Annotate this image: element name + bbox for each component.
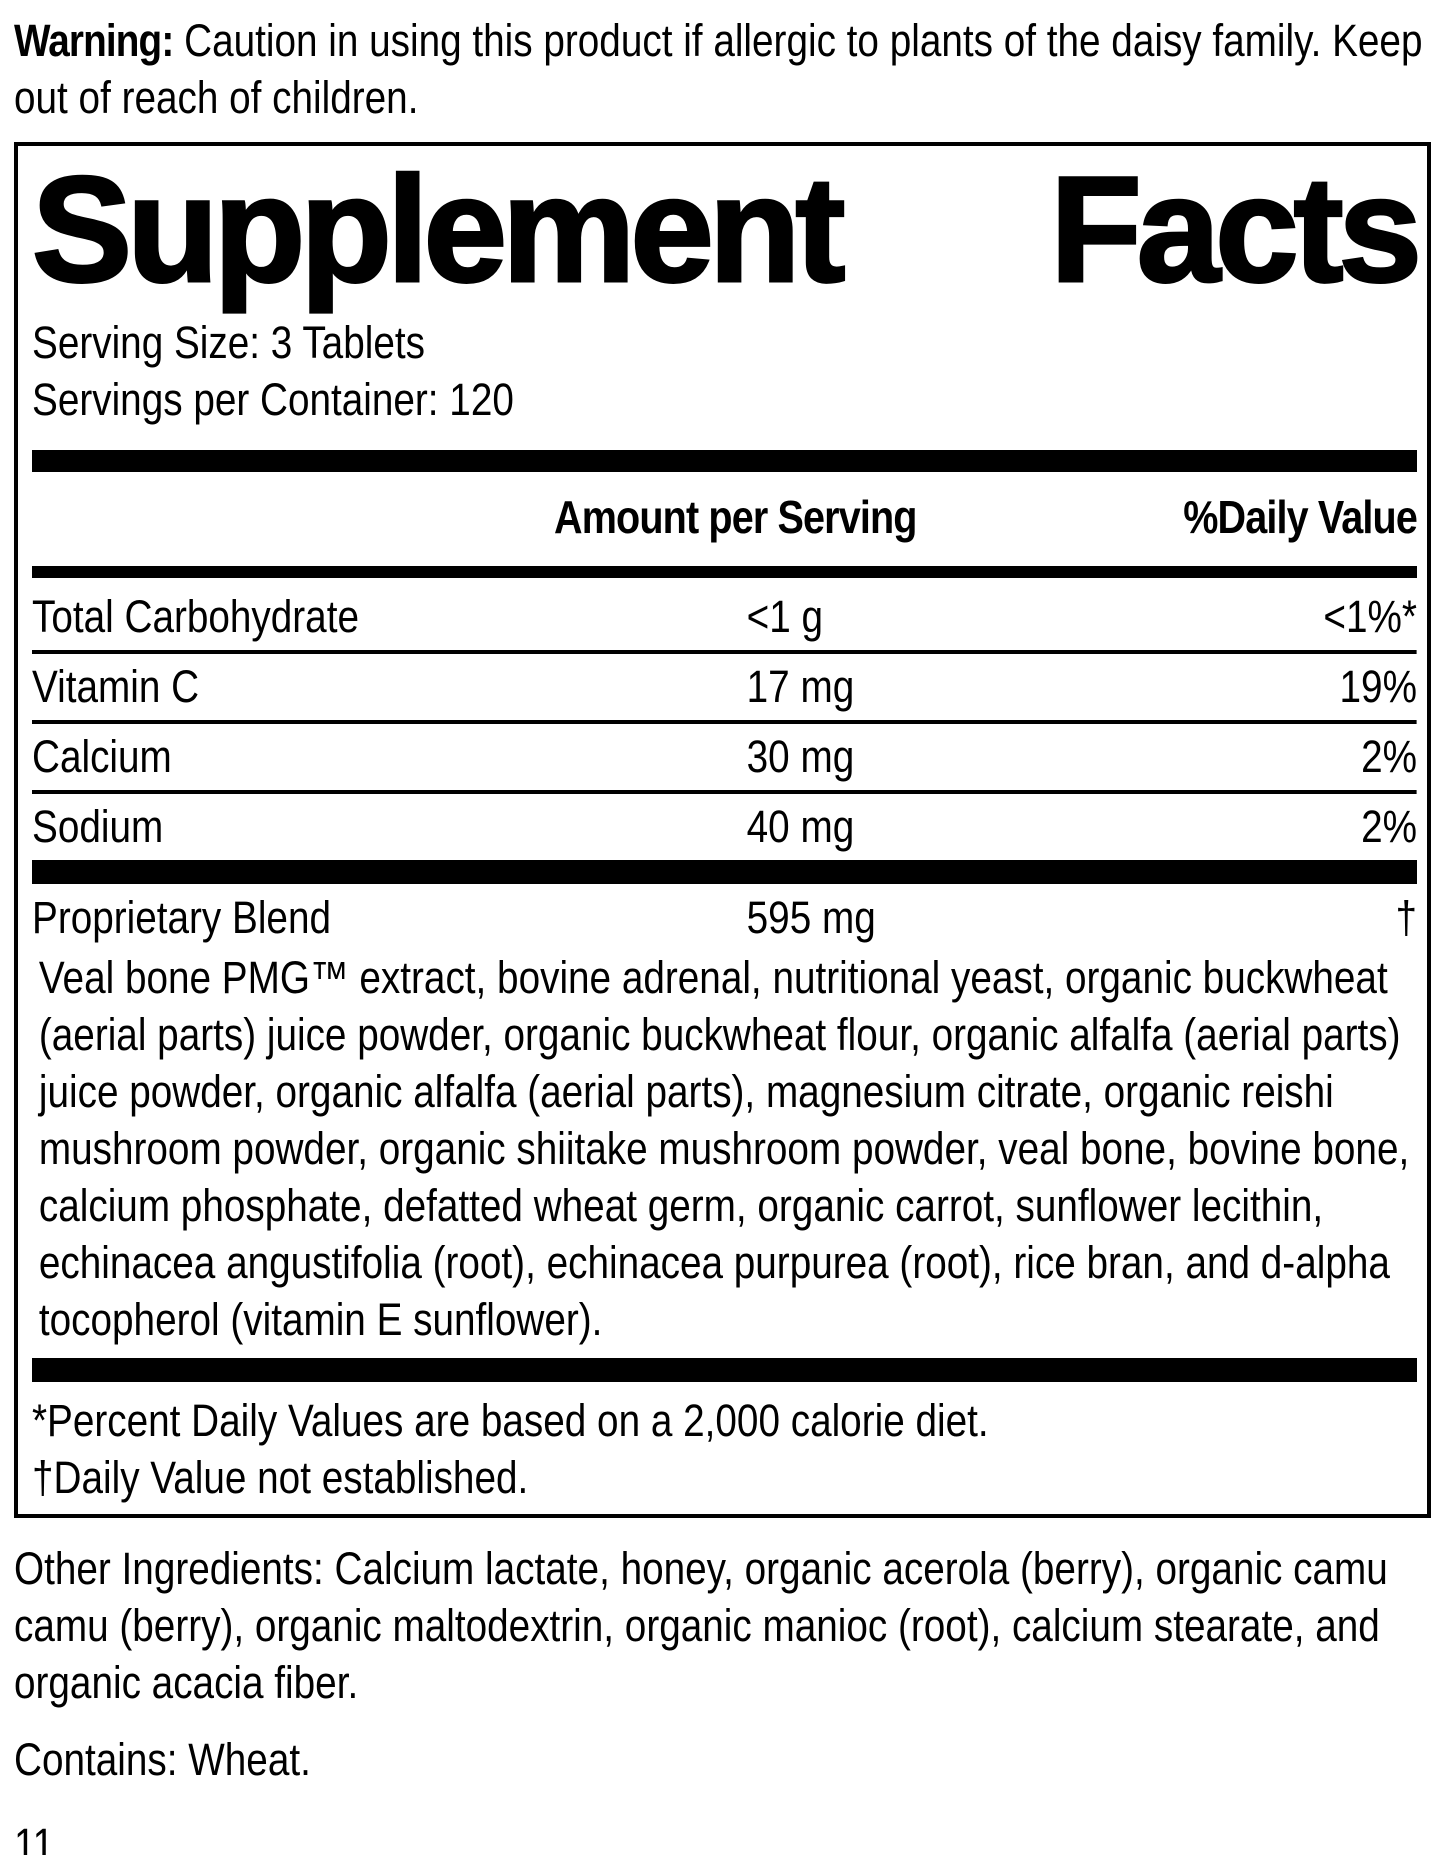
- panel-title-word-right: Facts: [1049, 145, 1424, 313]
- nutrient-name: Vitamin C: [32, 661, 200, 712]
- footnote-percent-daily-value: *Percent Daily Values are based on a 2,0…: [32, 1395, 989, 1446]
- nutrient-daily-value: <1%*: [1323, 591, 1418, 642]
- nutrient-name: Proprietary Blend: [32, 892, 332, 943]
- warning-label: Warning:: [14, 15, 174, 66]
- nutrient-amount: 40 mg: [746, 801, 855, 852]
- nutrient-amount: 30 mg: [746, 731, 855, 782]
- table-row: Calcium 30 mg 2%: [32, 724, 1418, 794]
- footnote-daily-value-not-established: †Daily Value not established.: [32, 1452, 529, 1503]
- nutrient-daily-value: 19%: [1339, 661, 1418, 712]
- nutrient-daily-value: 2%: [1361, 731, 1418, 782]
- panel-title-word-left: Supplement: [30, 145, 846, 313]
- panel-title: Supplement Facts: [30, 145, 1424, 313]
- serving-size-line: Serving Size: 3 Tablets: [32, 317, 425, 368]
- table-header-row: Amount per Serving %Daily Value: [32, 472, 1418, 566]
- other-ingredients-paragraph: Other Ingredients: Calcium lactate, hone…: [14, 1543, 1388, 1708]
- table-row: Vitamin C 17 mg 19%: [32, 654, 1418, 724]
- warning-paragraph: Warning: Caution in using this product i…: [14, 12, 1431, 126]
- divider-bar-footnotes: [32, 1358, 1417, 1382]
- supplement-facts-panel: Supplement Facts Serving Size: 3 Tablets…: [14, 142, 1431, 1518]
- table-row: Sodium 40 mg 2%: [32, 794, 1417, 860]
- nutrient-amount: 595 mg: [746, 892, 876, 943]
- contains-line: Contains: Wheat.: [14, 1734, 311, 1785]
- nutrient-daily-value: 2%: [1361, 801, 1418, 852]
- nutrient-name: Total Carbohydrate: [32, 591, 359, 642]
- nutrient-daily-value-dagger: †: [1395, 892, 1418, 943]
- divider-bar-top: [32, 450, 1417, 472]
- proprietary-blend-row: Proprietary Blend 595 mg †: [32, 884, 1417, 947]
- divider-bar-blend: [32, 860, 1417, 884]
- column-header-daily-value: %Daily Value: [1183, 491, 1418, 543]
- nutrient-name: Sodium: [32, 801, 164, 852]
- footnotes: *Percent Daily Values are based on a 2,0…: [32, 1392, 1417, 1506]
- table-row: Total Carbohydrate <1 g <1%*: [32, 578, 1418, 654]
- proprietary-blend-description: Veal bone PMG™ extract, bovine adrenal, …: [38, 952, 1410, 1345]
- column-header-amount: Amount per Serving: [554, 491, 917, 543]
- nutrient-name: Calcium: [32, 731, 172, 782]
- divider-bar-header: [32, 566, 1417, 578]
- page-number: 11: [14, 1819, 55, 1855]
- nutrient-amount: 17 mg: [746, 661, 855, 712]
- warning-text: Caution in using this product if allergi…: [14, 15, 1423, 123]
- servings-per-container-line: Servings per Container: 120: [32, 374, 514, 425]
- nutrient-amount: <1 g: [746, 591, 824, 642]
